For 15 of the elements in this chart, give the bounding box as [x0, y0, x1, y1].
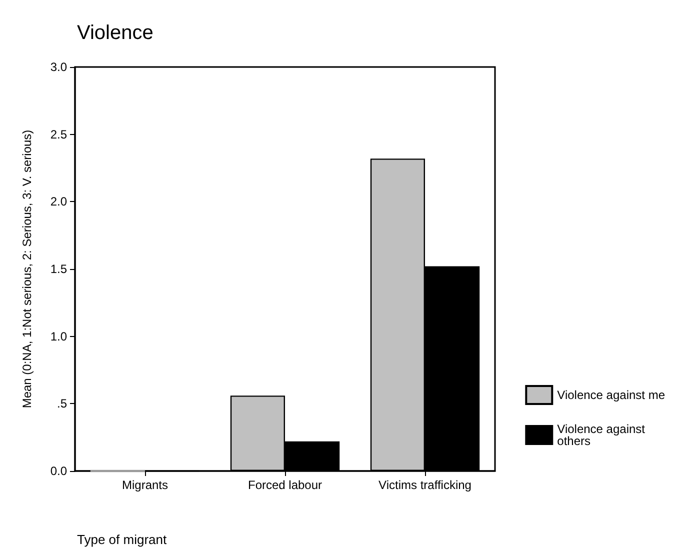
y-tick-label: 0.0 [50, 464, 68, 478]
x-tick-label: Migrants [122, 478, 168, 492]
y-tick-label: 1.5 [50, 262, 68, 276]
y-tick-label: 2.0 [50, 194, 68, 209]
y-tick-label: 2.5 [50, 127, 68, 142]
y-tick-label: 3.0 [50, 60, 68, 74]
x-tick-label: Forced labour [248, 478, 322, 492]
y-tick-label: 1.0 [50, 329, 68, 344]
chart-title: Violence [77, 22, 154, 44]
x-tick-label: Victims trafficking [378, 478, 472, 492]
y-tick-label: .5 [56, 396, 68, 411]
x-axis-title: Type of migrant [77, 532, 167, 547]
y-axis-title: Mean (0:NA, 1:Not serious, 2: Serious, 3: V. serious) [20, 130, 34, 408]
legend-label: Violence against me [557, 388, 666, 402]
legend-label: Violence against others [557, 422, 648, 448]
